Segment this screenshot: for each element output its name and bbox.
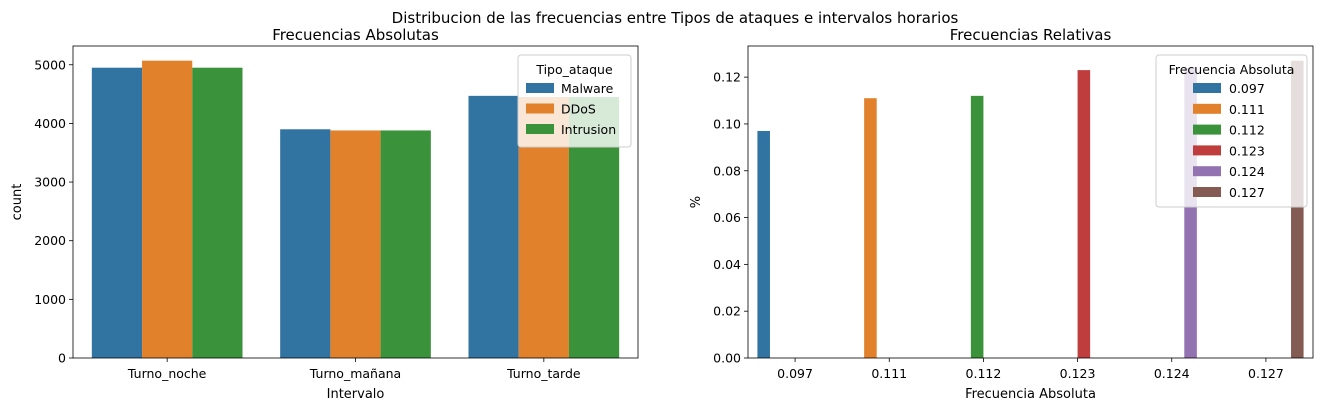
y-tick-label: 0.04 — [713, 257, 741, 272]
y-tick-label: 3000 — [34, 175, 66, 190]
x-tick-label: 0.127 — [1248, 366, 1284, 381]
y-tick-label: 0.10 — [713, 116, 741, 131]
bar-0_097 — [757, 130, 770, 358]
y-tick-label: 2000 — [34, 233, 66, 248]
y-tick-label: 1000 — [34, 292, 66, 307]
x-tick-label: Turno_tarde — [506, 366, 581, 381]
x-tick-label: 0.124 — [1154, 366, 1190, 381]
x-axis-label: Intervalo — [327, 387, 385, 402]
legend-swatch-0_111 — [1193, 103, 1221, 114]
legend-swatch-0_127 — [1193, 187, 1221, 197]
legend-swatch-0_123 — [1193, 145, 1221, 156]
bar-malware-1 — [280, 129, 331, 358]
chart-relative: 0.00 0.02 0.04 0.06 0.08 0.10 0.12 0.097 0.111 0.… — [689, 26, 1314, 402]
y-tick-label: 0.12 — [713, 70, 741, 85]
y-tick-label: 0.08 — [713, 163, 741, 178]
legend-swatch-0_097 — [1193, 83, 1221, 93]
legend-title: Tipo_ataque — [535, 62, 613, 77]
legend-label-0_127: 0.127 — [1229, 185, 1265, 200]
y-axis-label: count — [10, 184, 25, 221]
legend-label-intrusion: Intrusion — [561, 122, 616, 137]
x-axis-label: Frecuencia Absoluta — [965, 387, 1096, 402]
legend-swatch-intrusion — [526, 124, 554, 134]
legend-label-0_097: 0.097 — [1229, 81, 1265, 96]
legend-label-0_124: 0.124 — [1229, 164, 1265, 179]
bar-0_123 — [1077, 70, 1091, 358]
figure-suptitle: Distribucion de las frecuencias entre Ti… — [392, 9, 959, 27]
bar-malware-0 — [91, 67, 143, 358]
legend-swatch-ddos — [526, 103, 554, 114]
x-tick-label: Turno_mañana — [309, 366, 401, 381]
chart-absolute: 0 1000 2000 3000 4000 5000 Turno_noche Turno_ma… — [10, 26, 639, 402]
bar-0_112 — [970, 95, 984, 358]
y-tick-label: 0 — [58, 351, 66, 366]
bar-ddos-1 — [330, 130, 381, 358]
y-tick-label: 4000 — [34, 116, 66, 131]
x-tick-label: 0.123 — [1060, 366, 1096, 381]
x-tick-label: Turno_noche — [127, 366, 207, 381]
bar-intrusion-0 — [192, 67, 243, 358]
bar-0_111 — [864, 98, 877, 359]
bar-ddos-0 — [142, 60, 193, 359]
bar-malware-2 — [468, 95, 519, 359]
legend-swatch-0_124 — [1193, 166, 1221, 177]
legend-label-ddos: DDoS — [561, 102, 596, 117]
x-tick-label: 0.097 — [777, 366, 813, 381]
legend-label-0_112: 0.112 — [1229, 123, 1265, 138]
legend-label-0_123: 0.123 — [1229, 143, 1265, 158]
legend-swatch-0_112 — [1193, 124, 1221, 135]
legend-title: Frecuencia Absoluta — [1169, 62, 1295, 77]
legend-label-0_111: 0.111 — [1229, 102, 1265, 117]
bar-intrusion-1 — [380, 130, 431, 358]
y-axis-label: % — [689, 196, 704, 208]
x-tick-label: 0.112 — [966, 366, 1002, 381]
chart-title: Frecuencias Absolutas — [272, 26, 439, 44]
y-tick-label: 0.06 — [713, 210, 741, 225]
chart-title: Frecuencias Relativas — [950, 26, 1112, 44]
plot-frame — [747, 45, 1314, 359]
y-tick-label: 5000 — [34, 57, 66, 72]
y-tick-label: 0.02 — [713, 304, 741, 319]
legend-swatch-malware — [526, 83, 554, 93]
x-tick-label: 0.111 — [871, 366, 907, 381]
y-tick-label: 0.00 — [713, 351, 741, 366]
legend-label-malware: Malware — [561, 81, 614, 96]
